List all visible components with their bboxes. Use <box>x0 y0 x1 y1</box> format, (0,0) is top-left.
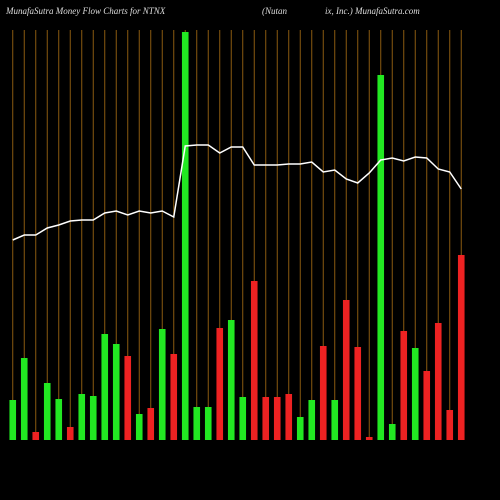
bar <box>262 397 270 440</box>
bar <box>411 348 419 440</box>
chart-subtitle: ix, Inc.) MunafaSutra.com <box>325 6 420 16</box>
bar <box>388 424 396 440</box>
bar <box>319 346 327 440</box>
bar <box>170 354 178 440</box>
bar <box>377 75 385 440</box>
bar <box>204 407 212 440</box>
money-flow-line <box>12 144 462 241</box>
bar <box>227 320 235 440</box>
bar <box>354 347 362 440</box>
bar <box>135 414 143 440</box>
chart-title: MunafaSutra Money Flow Charts for NTNX <box>5 6 166 16</box>
bar <box>308 400 316 440</box>
bar <box>147 408 155 440</box>
bar <box>365 437 373 440</box>
chart-subtitle: (Nutan <box>262 6 288 16</box>
bar <box>285 394 293 440</box>
bar <box>457 255 465 440</box>
bar <box>112 344 120 440</box>
bar <box>20 358 28 440</box>
bar <box>43 383 51 440</box>
bar <box>193 407 201 440</box>
bar <box>342 300 350 440</box>
bar <box>239 397 247 440</box>
bar <box>55 399 63 440</box>
bar <box>181 32 189 440</box>
bar <box>158 329 166 440</box>
bar <box>66 427 74 440</box>
bar <box>216 328 224 440</box>
bar <box>434 323 442 440</box>
bar <box>32 432 40 440</box>
bar <box>446 410 454 440</box>
bar <box>124 356 132 440</box>
bar <box>101 334 109 440</box>
bar <box>78 394 86 440</box>
bar <box>331 400 339 440</box>
bar <box>273 397 281 440</box>
bar <box>400 331 408 440</box>
bar <box>423 371 431 440</box>
bar <box>250 281 258 440</box>
bar <box>89 396 97 440</box>
bar <box>9 400 17 440</box>
bar <box>296 417 304 440</box>
